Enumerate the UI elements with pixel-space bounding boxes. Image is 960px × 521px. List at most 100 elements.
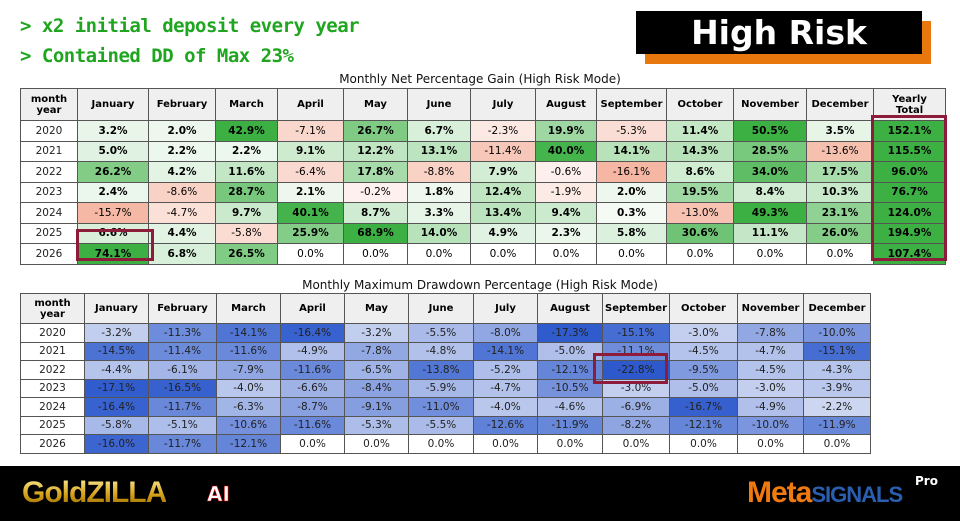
value-cell: -3.2% [84, 323, 149, 343]
value-cell: -12.1% [669, 415, 738, 435]
value-cell: 9.4% [535, 202, 597, 224]
value-cell: 0.0% [733, 243, 807, 265]
value-cell: -7.8% [737, 323, 804, 343]
value-cell: 0.0% [806, 243, 874, 265]
yearly-total-cell: 76.7% [873, 181, 946, 203]
value-cell: 26.5% [215, 243, 278, 265]
value-cell: -11.3% [148, 323, 217, 343]
value-cell: 2.3% [535, 222, 597, 244]
table-row: 2020 3.2% 2.0% 42.9% -7.1% 26.7% 6.7% -2.3% 19.9… [20, 120, 946, 142]
table-row: 2021 -14.5% -11.4% -11.6% -4.9% -7.8% -4.8% -14… [20, 341, 871, 361]
value-cell: 5.0% [77, 140, 149, 162]
year-cell: 2023 [20, 181, 78, 203]
column-header-august: August [535, 88, 597, 121]
value-cell: 6.7% [407, 120, 471, 142]
value-cell: 0.0% [280, 434, 345, 454]
value-cell: -11.6% [216, 341, 281, 361]
value-cell: -11.4% [148, 341, 217, 361]
value-cell: 0.0% [343, 243, 408, 265]
value-cell: -5.5% [408, 415, 474, 435]
column-header-february: February [148, 88, 216, 121]
value-cell: 14.1% [596, 140, 667, 162]
year-cell: 2020 [20, 120, 78, 142]
value-cell: -11.7% [148, 434, 217, 454]
value-cell: -16.1% [596, 161, 667, 183]
value-cell: -5.8% [215, 222, 278, 244]
value-cell: 0.0% [473, 434, 538, 454]
value-cell: -10.5% [537, 378, 603, 398]
value-cell: -14.1% [216, 323, 281, 343]
value-cell: -22.8% [602, 360, 670, 380]
value-cell: -13.8% [408, 360, 474, 380]
value-cell: -8.2% [602, 415, 670, 435]
year-cell: 2022 [20, 161, 78, 183]
value-cell: 26.0% [806, 222, 874, 244]
yearly-total-cell: 96.0% [873, 161, 946, 183]
value-cell: -5.8% [84, 415, 149, 435]
column-header-july: July [470, 88, 536, 121]
metasignals-logo: MetaSIGNALS [747, 476, 903, 510]
value-cell: 8.4% [733, 181, 807, 203]
value-cell: -3.0% [737, 378, 804, 398]
value-cell: -14.5% [84, 341, 149, 361]
column-header-january: January [84, 293, 149, 324]
value-cell: -12.1% [537, 360, 603, 380]
value-cell: 14.3% [666, 140, 734, 162]
value-cell: -5.1% [148, 415, 217, 435]
value-cell: 40.0% [535, 140, 597, 162]
dd-table-title: Monthly Maximum Drawdown Percentage (Hig… [302, 278, 658, 292]
value-cell: -8.7% [280, 397, 345, 417]
value-cell: -5.2% [473, 360, 538, 380]
table-row: 2024 -16.4% -11.7% -6.3% -8.7% -9.1% -11.0% -4.… [20, 397, 871, 417]
value-cell: 2.0% [148, 120, 216, 142]
value-cell: -3.9% [803, 378, 871, 398]
value-cell: 4.2% [148, 161, 216, 183]
value-cell: 2.2% [148, 140, 216, 162]
column-header-march: March [216, 293, 281, 324]
table-row: 2026 74.1% 6.8% 26.5% 0.0% 0.0% 0.0% 0.0% 0.0% 0.… [20, 243, 946, 265]
column-header-april: April [280, 293, 345, 324]
value-cell: 9.1% [277, 140, 344, 162]
value-cell: 4.9% [470, 222, 536, 244]
value-cell: -11.0% [408, 397, 474, 417]
value-cell: -11.1% [602, 341, 670, 361]
value-cell: -11.6% [280, 415, 345, 435]
year-cell: 2025 [20, 222, 78, 244]
value-cell: -12.6% [473, 415, 538, 435]
value-cell: 6.8% [148, 243, 216, 265]
value-cell: -4.7% [473, 378, 538, 398]
value-cell: 5.8% [596, 222, 667, 244]
value-cell: -1.9% [535, 181, 597, 203]
value-cell: -16.4% [280, 323, 345, 343]
gain-table-title: Monthly Net Percentage Gain (High Risk M… [339, 72, 621, 86]
year-cell: 2026 [20, 434, 85, 454]
yearly-total-cell: 152.1% [873, 120, 946, 142]
footer-banner: GoldZILLA AI MetaSIGNALS Pro [0, 466, 960, 521]
value-cell: -15.7% [77, 202, 149, 224]
value-cell: -5.9% [408, 378, 474, 398]
value-cell: -4.9% [280, 341, 345, 361]
value-cell: -5.3% [344, 415, 409, 435]
value-cell: -16.0% [84, 434, 149, 454]
value-cell: -10.0% [737, 415, 804, 435]
value-cell: -4.5% [737, 360, 804, 380]
column-header-october: October [669, 293, 738, 324]
value-cell: -5.3% [596, 120, 667, 142]
value-cell: 9.7% [215, 202, 278, 224]
value-cell: -11.9% [803, 415, 871, 435]
value-cell: 0.0% [537, 434, 603, 454]
table-row: 2025 -5.8% -5.1% -10.6% -11.6% -5.3% -5.5% -12.… [20, 415, 871, 435]
value-cell: -4.0% [473, 397, 538, 417]
yearly-total-cell: 115.5% [873, 140, 946, 162]
value-cell: -15.1% [602, 323, 670, 343]
column-header-january: January [77, 88, 149, 121]
value-cell: 11.1% [733, 222, 807, 244]
table-row: 2022 26.2% 4.2% 11.6% -6.4% 17.8% -8.8% 7.9% -0.… [20, 161, 946, 183]
value-cell: -11.6% [280, 360, 345, 380]
value-cell: 74.1% [77, 243, 149, 265]
value-cell: 4.4% [148, 222, 216, 244]
value-cell: 12.2% [343, 140, 408, 162]
value-cell: -16.7% [669, 397, 738, 417]
column-header-march: March [215, 88, 278, 121]
column-header-september: September [596, 88, 667, 121]
